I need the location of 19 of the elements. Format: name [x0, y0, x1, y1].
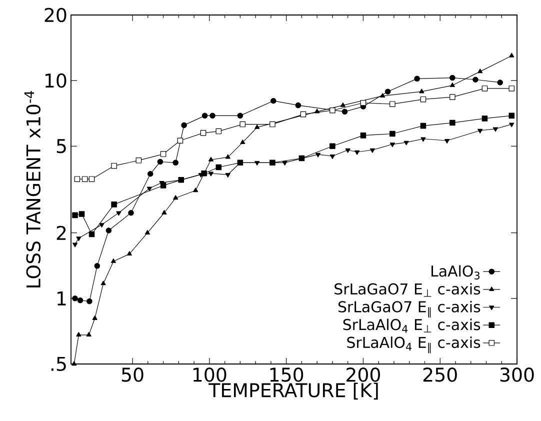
y-tick-label: .5 — [51, 356, 66, 372]
x-axis-title: TEMPERATURE [K] — [208, 382, 378, 400]
y-tick-label: 20 — [44, 8, 66, 22]
y-tick-label: 10 — [45, 73, 66, 88]
legend-label: SrLaAlO$_{4}$ E$_{⊥}$ c-axis — [343, 318, 480, 333]
legend-label: SrLaAlO$_{4}$ E$_{∥}$ c-axis — [347, 336, 480, 354]
x-tick-label: 250 — [423, 368, 457, 382]
y-tick-label: 1 — [58, 292, 66, 306]
x-tick-label: 300 — [500, 368, 534, 382]
legend-label: LaAlO$_{3}$ — [432, 265, 480, 280]
legend-label: SrLaGaO7 E$_{⊥}$ c-axis — [334, 283, 480, 297]
x-tick-label: 50 — [122, 368, 144, 382]
y-tick-label: 5 — [56, 139, 66, 154]
x-tick-label: 150 — [270, 368, 304, 382]
x-tick-label: 200 — [346, 368, 380, 382]
y-tick-label: 2 — [56, 226, 66, 240]
legend-label: SrLaGaO7 E$_{∥}$ c-axis — [338, 300, 480, 318]
y-axis-title: LOSS TANGENT x10$^{-4}$ — [24, 91, 41, 288]
x-tick-label: 100 — [193, 368, 226, 382]
